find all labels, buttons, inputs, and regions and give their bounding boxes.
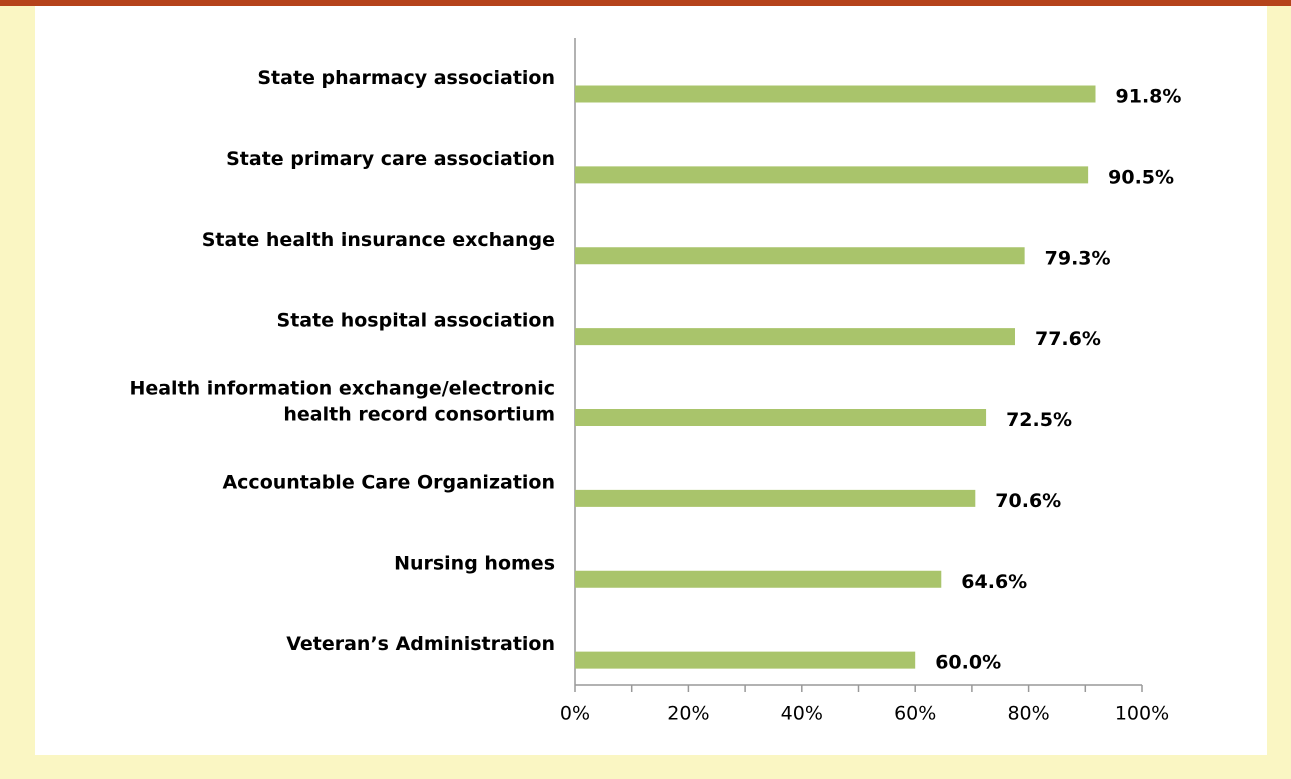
bar — [575, 570, 942, 588]
y-tick-label: Nursing homes — [394, 552, 555, 574]
y-tick-label: Accountable Care Organization — [222, 471, 555, 493]
x-tick-label: 100% — [1115, 703, 1169, 725]
x-tick-label: 60% — [894, 703, 936, 725]
y-tick-label: State hospital association — [277, 309, 555, 331]
y-tick-label: State primary care association — [226, 147, 555, 169]
value-label: 70.6% — [995, 490, 1061, 512]
y-tick-label: Veteran’s Administration — [286, 633, 555, 655]
panel — [35, 6, 1267, 755]
bar — [575, 328, 1015, 346]
bar — [575, 247, 1025, 265]
value-label: 72.5% — [1006, 409, 1072, 431]
x-tick-label: 0% — [560, 703, 590, 725]
value-label: 90.5% — [1108, 166, 1174, 188]
top-band — [0, 0, 1291, 6]
x-tick-label: 20% — [667, 703, 709, 725]
x-tick-label: 40% — [781, 703, 823, 725]
y-tick-label: State health insurance exchange — [202, 228, 555, 250]
y-tick-label: State pharmacy association — [257, 67, 555, 89]
bar — [575, 489, 976, 507]
bar — [575, 651, 916, 669]
x-tick-label: 80% — [1007, 703, 1049, 725]
y-tick-label: Health information exchange/electronic he… — [129, 377, 555, 425]
bar — [575, 85, 1096, 103]
bar — [575, 409, 987, 426]
value-label: 77.6% — [1035, 328, 1101, 350]
bar — [575, 166, 1089, 184]
value-label: 79.3% — [1045, 247, 1111, 269]
value-label: 91.8% — [1116, 86, 1182, 108]
value-label: 60.0% — [935, 652, 1001, 674]
value-label: 64.6% — [961, 571, 1027, 593]
